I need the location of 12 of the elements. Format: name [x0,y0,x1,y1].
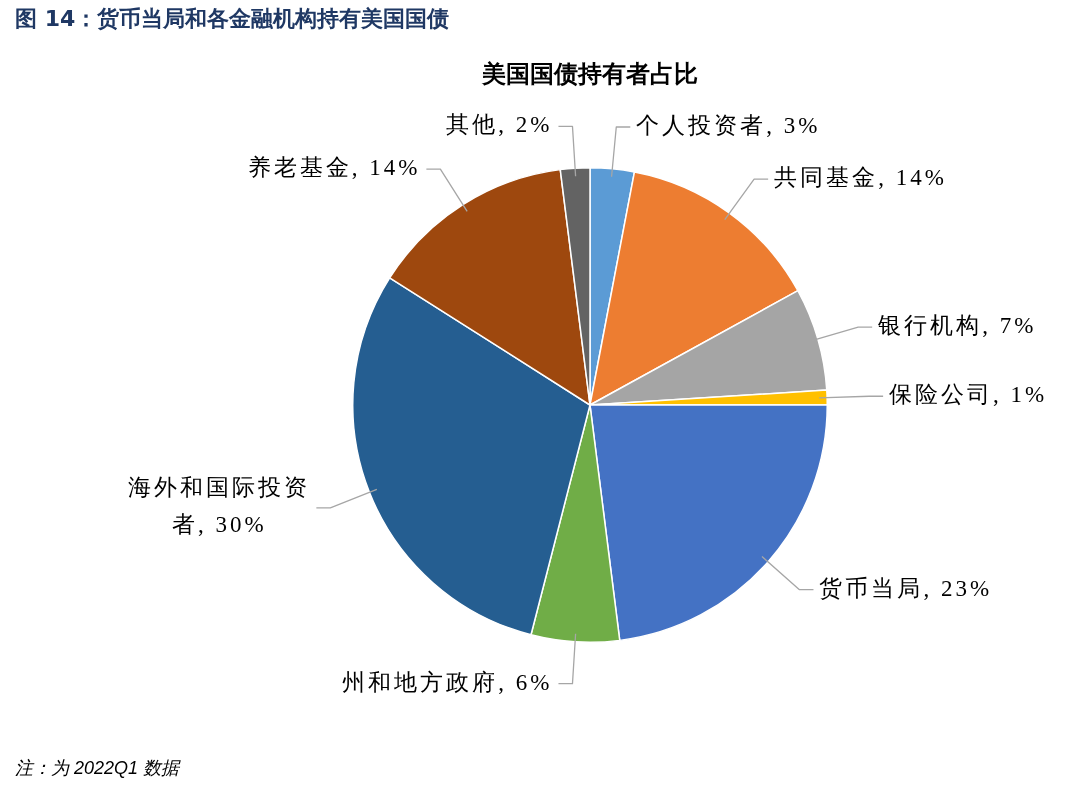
slice-label: 养老基金, 14% [247,155,421,181]
slice-label: 保险公司, 1% [889,382,1048,408]
slice-label: 货币当局, 23% [819,575,993,601]
chart-title: 图 14：货币当局和各金融机构持有美国国债 [15,5,450,33]
slice-label: 共同基金, 14% [774,165,947,191]
slice-label: 海外和国际投资者, 30% [128,475,311,538]
text: 注：为 2022Q1 数据 [15,757,180,780]
slice-label: 其他, 2% [446,112,553,138]
slice-label: 银行机构, 7% [877,313,1037,339]
slice-label: 州和地方政府, 6% [342,669,553,695]
slice-label: 个人投资者, 3% [636,113,821,139]
chart-subtitle: 美国国债持有者占比 [481,60,699,89]
